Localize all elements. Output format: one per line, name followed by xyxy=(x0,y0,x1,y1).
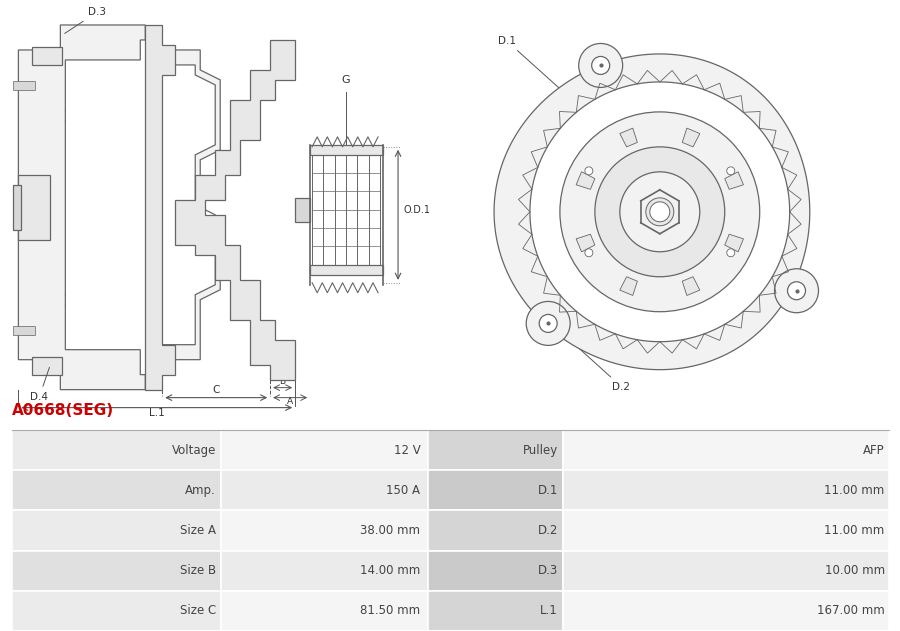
Polygon shape xyxy=(724,172,743,189)
Text: Size C: Size C xyxy=(180,604,216,617)
Polygon shape xyxy=(530,82,789,341)
Bar xyxy=(18,175,50,240)
Bar xyxy=(310,265,383,274)
Text: Pulley: Pulley xyxy=(523,444,558,457)
Text: AFP: AFP xyxy=(863,444,885,457)
Polygon shape xyxy=(724,234,743,252)
Circle shape xyxy=(646,198,674,226)
Text: D.1: D.1 xyxy=(498,36,563,91)
Text: G: G xyxy=(342,75,350,85)
Circle shape xyxy=(727,249,734,257)
Text: D.2: D.2 xyxy=(544,316,631,392)
Text: L.1: L.1 xyxy=(148,408,165,418)
Circle shape xyxy=(727,167,734,175)
Bar xyxy=(32,47,62,65)
Polygon shape xyxy=(620,277,637,295)
Polygon shape xyxy=(18,25,220,389)
Bar xyxy=(14,81,35,90)
Text: A: A xyxy=(287,397,293,406)
Text: O.D.1: O.D.1 xyxy=(403,205,430,215)
Circle shape xyxy=(579,44,623,88)
Circle shape xyxy=(775,269,818,313)
Text: Size B: Size B xyxy=(180,564,216,577)
Text: D.2: D.2 xyxy=(537,524,558,537)
Text: D.3: D.3 xyxy=(65,7,106,33)
Polygon shape xyxy=(620,128,637,147)
Circle shape xyxy=(560,112,760,312)
Polygon shape xyxy=(176,40,295,380)
Circle shape xyxy=(591,56,609,74)
Text: D.3: D.3 xyxy=(538,564,558,577)
Text: Size A: Size A xyxy=(180,524,216,537)
Bar xyxy=(295,198,310,221)
Text: 150 A: 150 A xyxy=(386,484,420,497)
Polygon shape xyxy=(494,54,810,370)
Text: Amp.: Amp. xyxy=(185,484,216,497)
Text: 11.00 mm: 11.00 mm xyxy=(824,524,885,537)
Text: D.1: D.1 xyxy=(537,484,558,497)
Text: A0668(SEG): A0668(SEG) xyxy=(12,403,113,418)
Text: 167.00 mm: 167.00 mm xyxy=(817,604,885,617)
Circle shape xyxy=(595,147,724,277)
Circle shape xyxy=(788,281,806,300)
Text: 38.00 mm: 38.00 mm xyxy=(360,524,420,537)
Polygon shape xyxy=(682,128,700,147)
Circle shape xyxy=(620,172,700,252)
Polygon shape xyxy=(66,40,215,375)
Text: Voltage: Voltage xyxy=(172,444,216,457)
Circle shape xyxy=(650,202,670,221)
Polygon shape xyxy=(576,172,595,189)
Circle shape xyxy=(585,249,593,257)
Text: 10.00 mm: 10.00 mm xyxy=(824,564,885,577)
Text: 11.00 mm: 11.00 mm xyxy=(824,484,885,497)
Text: 14.00 mm: 14.00 mm xyxy=(360,564,420,577)
Polygon shape xyxy=(682,277,700,295)
Polygon shape xyxy=(145,25,176,389)
Bar xyxy=(14,185,22,230)
Bar xyxy=(310,145,383,155)
Text: C: C xyxy=(212,385,220,394)
Circle shape xyxy=(539,314,557,333)
Polygon shape xyxy=(576,234,595,252)
Text: 81.50 mm: 81.50 mm xyxy=(360,604,420,617)
Text: L.1: L.1 xyxy=(540,604,558,617)
Bar xyxy=(11,20,440,389)
Bar xyxy=(14,326,35,334)
Bar xyxy=(32,357,62,375)
Circle shape xyxy=(526,302,571,345)
Text: 12 V: 12 V xyxy=(393,444,420,457)
Text: B: B xyxy=(280,377,285,386)
Circle shape xyxy=(585,167,593,175)
Text: D.4: D.4 xyxy=(31,367,50,402)
